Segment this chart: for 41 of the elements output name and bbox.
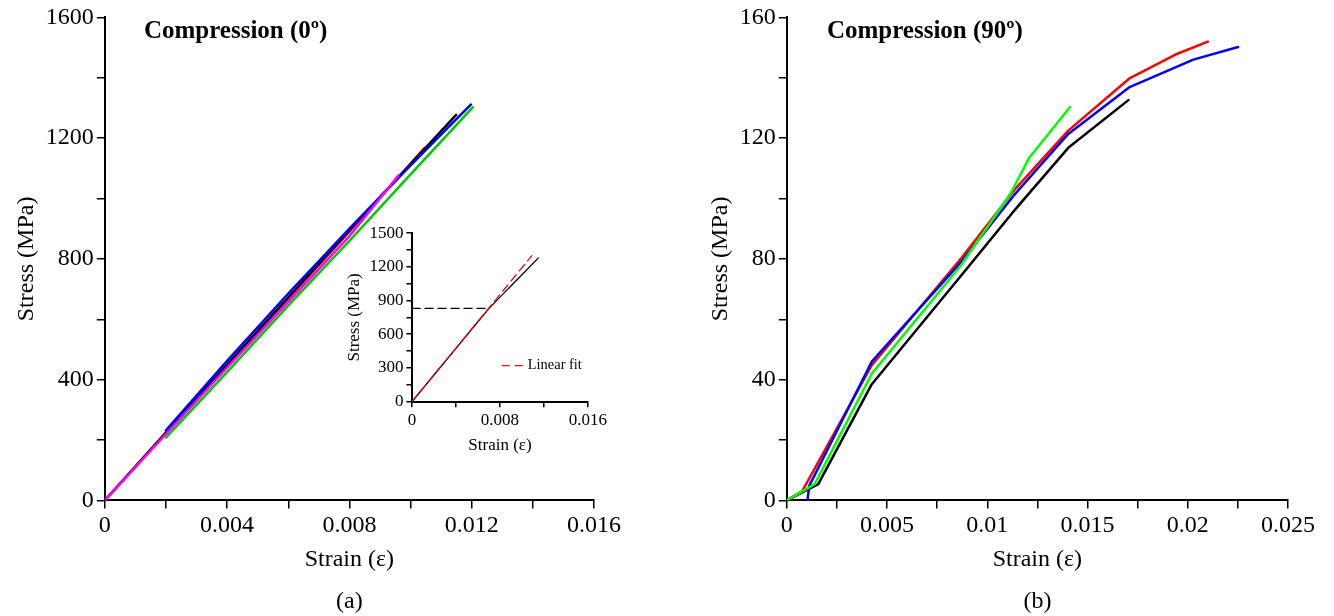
y-tick-label: 0 bbox=[394, 391, 404, 410]
y-tick-label: 1200 bbox=[369, 256, 404, 276]
x-tick-label: 0 bbox=[407, 409, 417, 429]
y-tick-label: 1600 bbox=[45, 2, 94, 29]
y-tick-label: 120 bbox=[739, 123, 776, 150]
x-axis-title: Strain (ε) bbox=[992, 544, 1083, 571]
legend-label: Linear fit bbox=[527, 356, 582, 373]
x-tick-label: 0.004 bbox=[200, 511, 255, 538]
y-tick-label: 40 bbox=[751, 364, 776, 391]
x-tick-label: 0.008 bbox=[322, 511, 377, 538]
x-axis-title: Strain (ε) bbox=[468, 435, 532, 455]
x-tick-label: 0.016 bbox=[567, 511, 621, 538]
y-tick-label: 1200 bbox=[45, 123, 94, 150]
x-tick-label: 0.016 bbox=[568, 409, 607, 429]
y-tick-label: 160 bbox=[739, 2, 776, 29]
y-tick-label: 0 bbox=[763, 485, 776, 512]
x-tick-label: 0.02 bbox=[1166, 511, 1209, 538]
x-tick-label: 0.015 bbox=[1060, 511, 1115, 538]
x-tick-label: 0 bbox=[780, 511, 793, 538]
x-axis-title: Strain (ε) bbox=[304, 544, 395, 571]
y-axis-title: Stress (MPa) bbox=[343, 273, 363, 362]
y-tick-label: 0 bbox=[81, 485, 94, 512]
x-tick-label: 0 bbox=[98, 511, 111, 538]
y-tick-label: 800 bbox=[57, 244, 94, 271]
y-tick-label: 80 bbox=[751, 244, 776, 271]
x-tick-label: 0.008 bbox=[480, 409, 520, 429]
y-axis-title: Stress (MPa) bbox=[11, 196, 38, 322]
x-tick-label: 0.005 bbox=[860, 511, 915, 538]
y-tick-label: 600 bbox=[377, 323, 404, 343]
chart-title: Compression (90º) bbox=[826, 15, 1023, 44]
y-tick-label: 300 bbox=[377, 357, 404, 377]
chart-title: Compression (0º) bbox=[143, 15, 328, 44]
text: (b) bbox=[1023, 587, 1052, 614]
y-tick-label: 1500 bbox=[369, 222, 404, 242]
x-tick-label: 0.012 bbox=[444, 511, 499, 538]
y-tick-label: 900 bbox=[377, 290, 404, 309]
y-tick-label: 400 bbox=[57, 364, 94, 391]
y-axis-title: Stress (MPa) bbox=[705, 196, 732, 322]
text: (a) bbox=[336, 587, 363, 614]
x-tick-label: 0.025 bbox=[1261, 511, 1315, 538]
x-tick-label: 0.01 bbox=[966, 511, 1009, 538]
